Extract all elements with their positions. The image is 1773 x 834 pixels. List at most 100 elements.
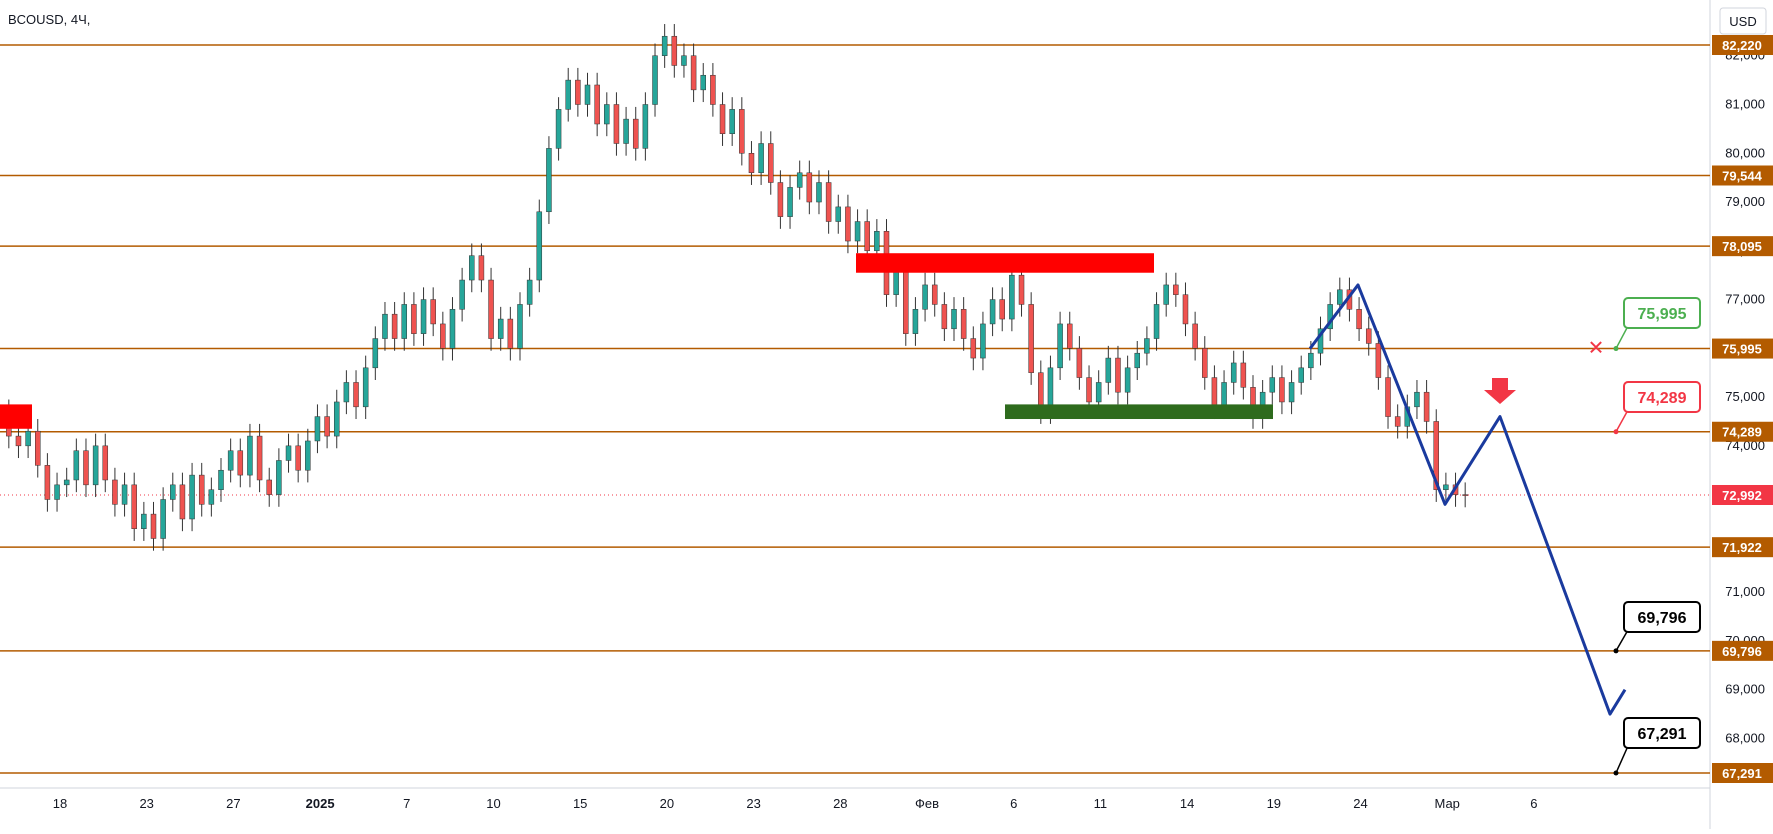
time-tick-label: 6 [1530,796,1537,811]
callout-pointer [1615,409,1629,433]
candle-body [1009,274,1015,320]
candle-body [690,55,697,91]
level-price-label: 71,922 [1722,540,1762,555]
support-zone[interactable] [1005,404,1273,420]
candle-body [1066,323,1073,349]
level-price-badge [1712,236,1773,257]
price-tick-label: 75,000 [1725,389,1765,404]
callout-anchor [1613,429,1619,435]
candle-body [1105,357,1112,383]
price-tick-label: 77,000 [1725,292,1765,307]
candle-body [1095,382,1102,403]
level-price-badge [1712,421,1773,442]
candle-body [256,435,263,481]
candle-body [517,304,523,349]
candle-body [401,304,408,339]
currency-box[interactable] [1719,7,1767,35]
candle-body [449,309,456,349]
level-price-badge [1712,763,1773,783]
candle-body [594,84,600,125]
callout-pointer [1615,745,1629,774]
level-price-label: 75,995 [1722,342,1762,357]
candle-body [584,84,591,105]
level-price-label: 78,095 [1722,239,1762,254]
candle-body [440,323,446,349]
candle-body [845,206,851,242]
candle-body [642,104,649,149]
time-tick-label: 14 [1180,796,1194,811]
callout-label: 74,289 [1638,390,1687,407]
candle-body [951,309,957,330]
symbol-label: BCOUSD, 4Ч, [8,12,90,27]
candle-body [372,338,379,369]
candle-body [1134,352,1141,369]
symbol-name: BCOUSD [8,12,64,27]
level-price-badge [1712,640,1773,661]
candle-body [980,323,986,359]
candle-body [121,484,128,505]
candle-body [420,299,427,334]
forecast-path[interactable] [1308,283,1627,716]
candle-body [73,450,80,481]
candle-body [459,279,465,310]
time-tick-label: 23 [746,796,760,811]
candle-body [1394,416,1401,427]
candle-body [102,445,109,481]
candle-body [314,416,321,442]
callout-label: 67,291 [1638,726,1687,743]
time-tick-label: 24 [1353,796,1367,811]
candle-body [92,445,99,486]
candle-body [604,104,610,125]
candle-body [305,440,311,471]
candle-body [700,74,706,91]
time-tick-label: Мар [1434,796,1459,811]
candle-body [1163,284,1169,305]
callout-box[interactable] [1623,601,1701,633]
candle-body [295,445,301,471]
candle-body [1221,382,1227,408]
callout-pointer [1615,629,1629,652]
time-tick-label: 7 [403,796,410,811]
candle-body [478,255,485,281]
candle-body [652,55,658,105]
time-tick-label: 6 [1010,796,1017,811]
candle-body [83,450,89,486]
candle-body [922,284,928,310]
candle-body [748,153,755,174]
price-tick-label: 69,000 [1725,682,1765,697]
callout-box[interactable] [1623,381,1701,413]
candle-body [1202,348,1208,378]
candle-body [777,182,784,217]
candle-body [497,318,504,339]
candle-body [806,172,813,203]
candle-body [1385,377,1391,417]
candle-body [1365,328,1372,344]
callout-box[interactable] [1623,717,1701,749]
symbol-separator: , [63,12,71,27]
candle-body [893,270,899,295]
candle-body [411,304,417,334]
candle-body [1356,309,1362,330]
candle-body [1144,338,1150,354]
candle-body [333,401,340,437]
candle-body [112,479,118,505]
candle-body [854,221,861,242]
candle-body [613,104,620,144]
candle-body [179,484,186,520]
candle-body [227,450,234,471]
candle-body [15,435,22,447]
resistance-zone[interactable] [856,253,1154,273]
candle-body [131,484,137,529]
candle-body [565,79,571,110]
candle-body [1018,274,1025,305]
last-price-label: 72,992 [1722,488,1762,503]
candle-body [1153,304,1160,339]
callout-label: 69,796 [1638,610,1687,627]
callout-box[interactable] [1623,297,1701,329]
resistance-zone-left[interactable] [0,404,32,429]
time-tick-label: 18 [53,796,67,811]
candle-body [729,109,735,135]
price-tick-label: 81,000 [1725,96,1765,111]
